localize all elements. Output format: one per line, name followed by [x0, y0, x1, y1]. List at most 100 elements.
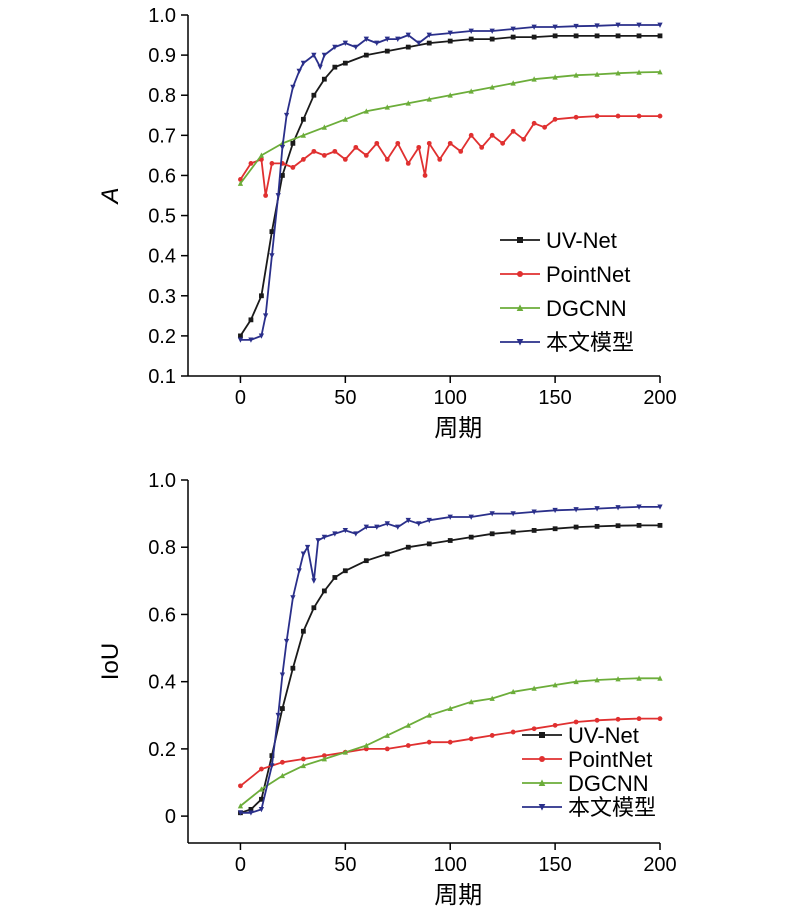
data-point [468, 132, 474, 138]
data-point [321, 588, 327, 594]
data-point [311, 605, 317, 611]
data-point [321, 124, 327, 130]
data-point [342, 116, 348, 122]
data-point [594, 71, 600, 77]
x-tick-label: 0 [235, 854, 246, 876]
data-point [416, 521, 422, 527]
data-point [657, 113, 663, 119]
data-point [426, 40, 432, 46]
data-point [552, 507, 558, 514]
data-point [426, 541, 432, 547]
y-tick-label: 0.5 [148, 206, 176, 228]
series-line [239, 115, 660, 197]
data-point [500, 140, 506, 146]
data-point [280, 173, 285, 178]
data-point [237, 803, 244, 809]
data-point [363, 558, 369, 564]
data-point [489, 695, 495, 701]
data-point [363, 742, 369, 748]
data-point [321, 152, 327, 158]
data-point [489, 733, 495, 738]
data-point [447, 538, 453, 543]
legend-marker [516, 304, 524, 311]
data-point [573, 114, 579, 120]
data-point [489, 511, 495, 517]
data-point [657, 33, 663, 39]
series-2 [237, 675, 663, 809]
data-point [290, 165, 296, 170]
data-point [384, 746, 390, 752]
data-point [300, 116, 306, 122]
data-point [573, 23, 579, 30]
data-point [395, 36, 401, 42]
x-axis-label: 周期 [434, 415, 482, 442]
y-axis-label: IoU [97, 643, 124, 680]
data-point [657, 22, 663, 28]
data-point [258, 333, 265, 339]
data-point [405, 161, 411, 166]
data-point [594, 23, 600, 29]
data-point [573, 678, 579, 685]
data-point [657, 69, 663, 75]
data-point [304, 544, 311, 551]
data-point [468, 88, 474, 94]
data-point [283, 638, 290, 645]
data-point [238, 333, 243, 339]
data-point [311, 52, 317, 58]
y-tick-label: 0.4 [148, 672, 176, 694]
data-point [269, 763, 275, 769]
data-point [237, 810, 244, 816]
legend-marker [539, 732, 545, 738]
data-point [468, 534, 474, 540]
x-tick-label: 0 [235, 387, 246, 409]
data-point [615, 523, 621, 529]
data-point [311, 578, 317, 584]
data-point [363, 152, 369, 158]
legend-label: 本文模型 [568, 795, 656, 820]
legend-marker [538, 779, 546, 786]
data-point [447, 92, 453, 98]
legend-marker [517, 237, 523, 243]
data-point [426, 32, 432, 38]
data-point [552, 526, 558, 532]
legend-label: DGCNN [568, 771, 649, 796]
data-point [311, 148, 317, 154]
y-tick-label: 0.9 [148, 45, 176, 67]
data-point [237, 180, 244, 186]
data-point [248, 317, 254, 323]
legend-marker [517, 271, 523, 277]
data-point [311, 92, 317, 98]
data-point [426, 712, 432, 718]
data-point [374, 40, 380, 46]
x-axis-label: 周期 [434, 882, 482, 907]
data-point [395, 140, 401, 146]
data-point [573, 33, 579, 39]
data-point [552, 74, 558, 80]
legend-label: UV-Net [568, 723, 639, 748]
data-point [510, 688, 516, 695]
data-point [531, 528, 537, 533]
data-point [317, 64, 323, 71]
x-tick-label: 200 [643, 387, 676, 409]
data-point [300, 551, 307, 557]
data-point [258, 806, 265, 813]
data-point [510, 529, 516, 535]
data-point [300, 756, 306, 762]
data-point [510, 511, 516, 517]
y-tick-label: 1.0 [148, 470, 176, 492]
data-point [332, 64, 338, 70]
data-point [275, 712, 281, 719]
y-axis-label: A [97, 187, 124, 205]
data-point [479, 144, 485, 150]
data-point [300, 628, 306, 634]
data-point [384, 104, 390, 110]
data-point [395, 524, 401, 530]
data-point [342, 528, 348, 534]
series-3 [237, 22, 663, 343]
data-point [594, 677, 600, 683]
legend-marker [538, 804, 546, 811]
data-point [552, 682, 558, 688]
